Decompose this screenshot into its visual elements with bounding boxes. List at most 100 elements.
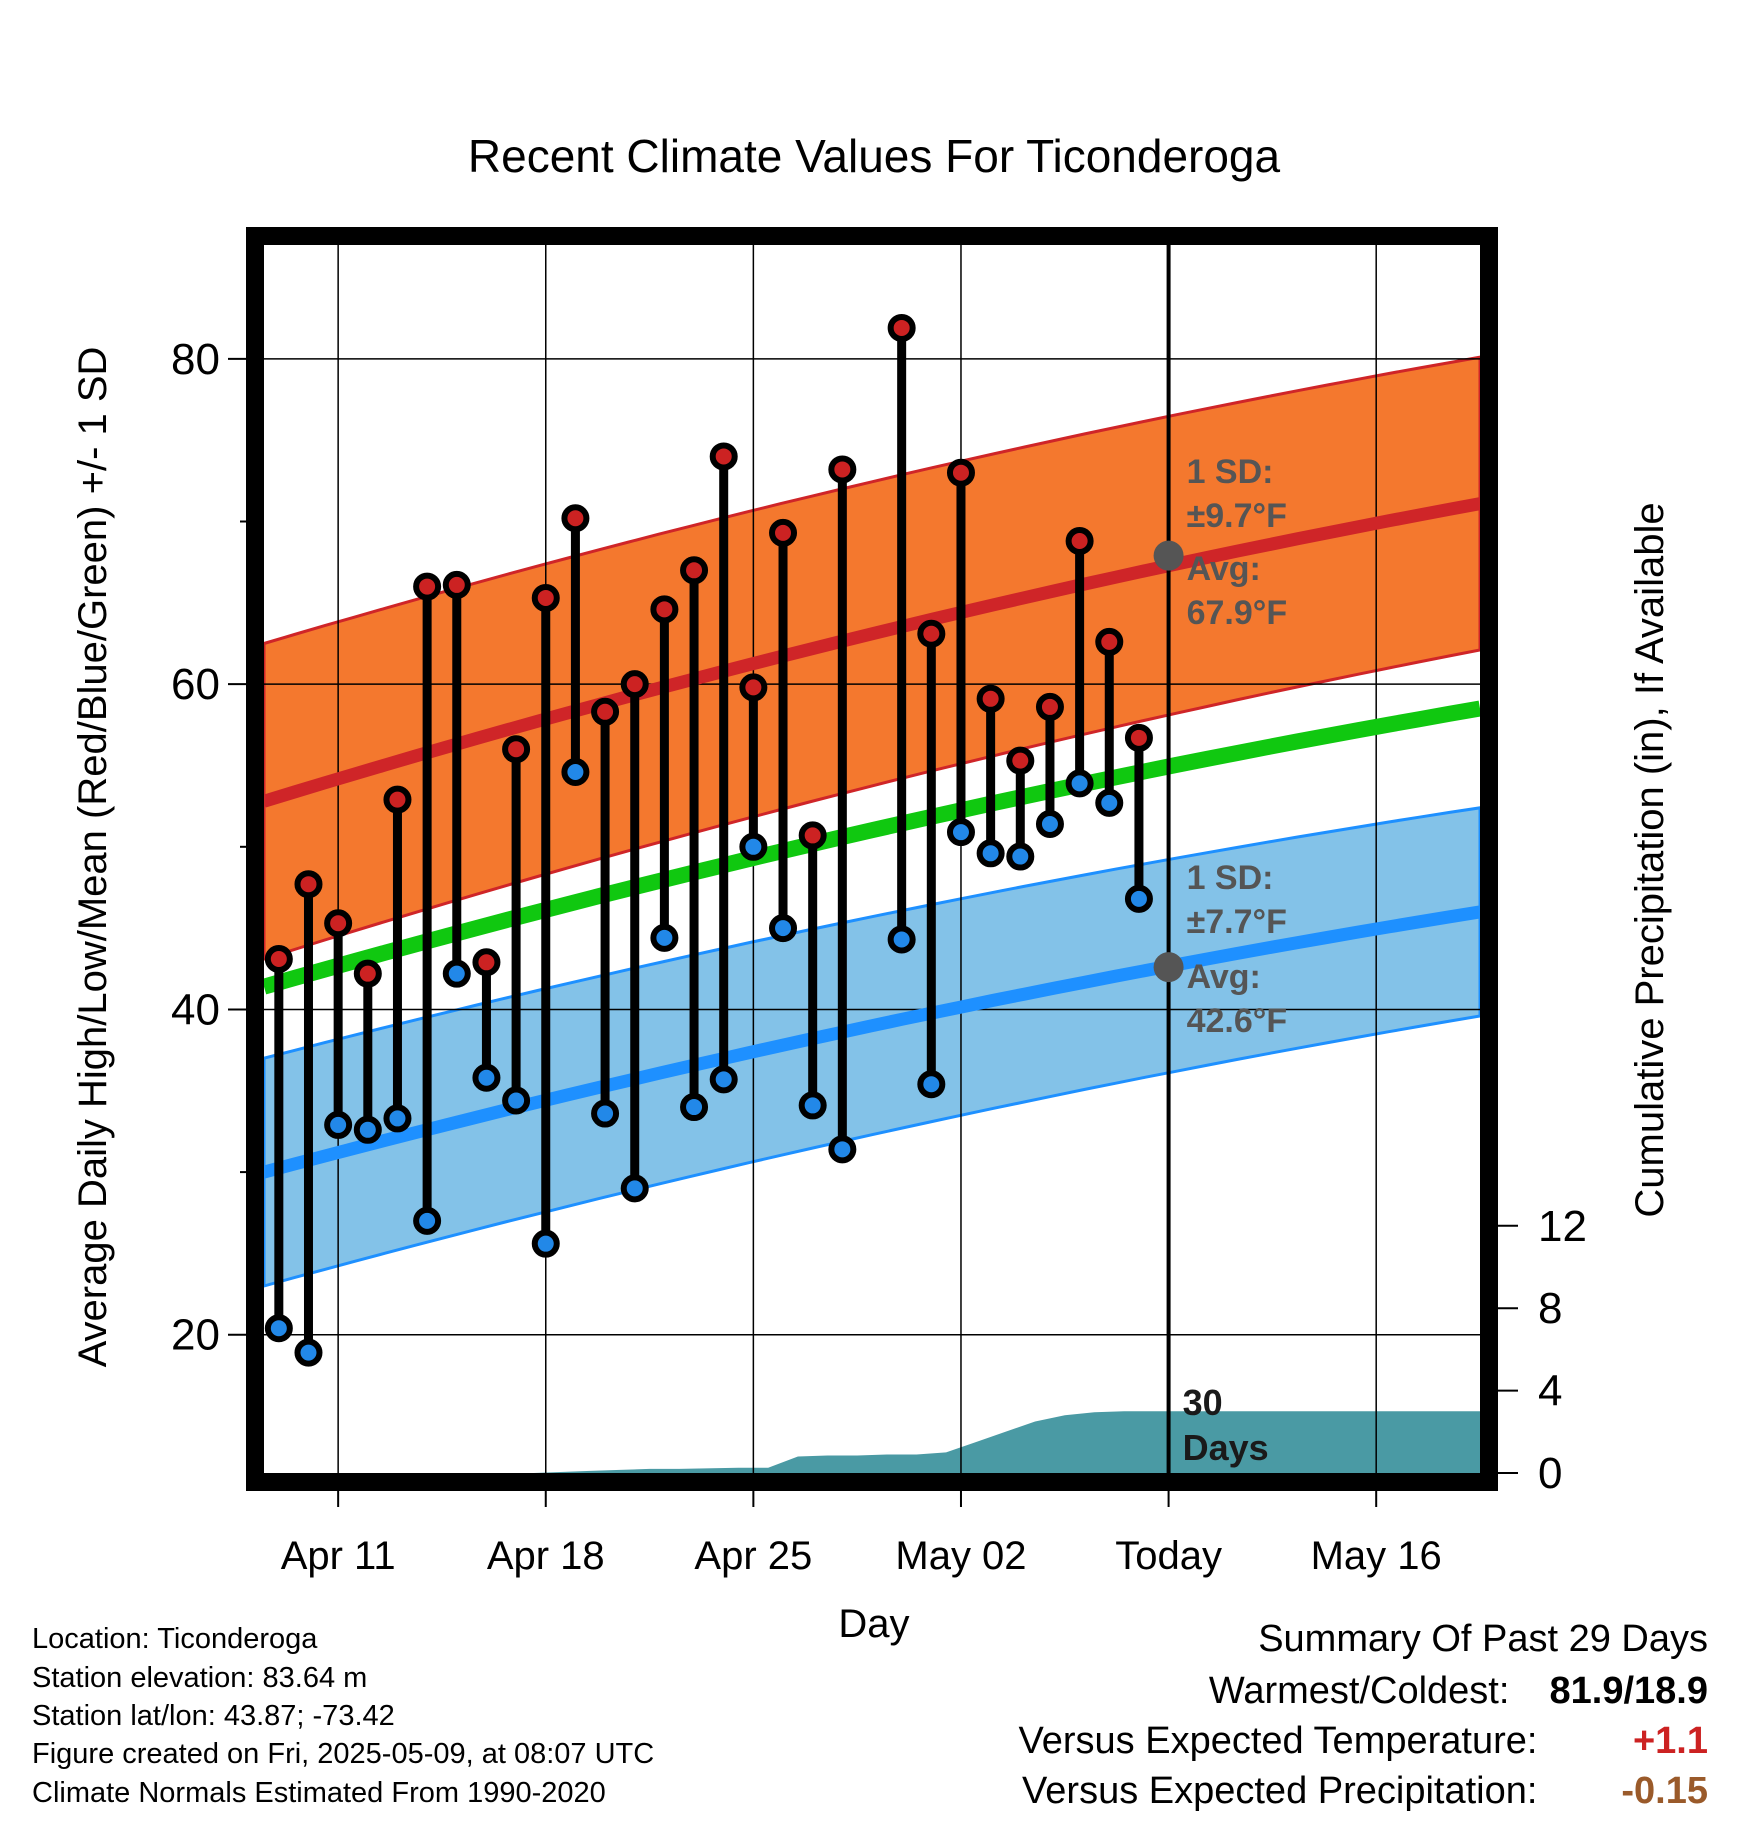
low-sd-annotation: ±7.7°F: [1187, 903, 1287, 941]
today-days-annotation: Days: [1183, 1427, 1269, 1468]
low-sd-band: [264, 806, 1480, 1288]
obs-high-dot: [561, 504, 590, 533]
obs-low-dot: [413, 1206, 442, 1235]
y2-tick-label: 12: [1538, 1202, 1587, 1251]
y-axis-label: Average Daily High/Low/Mean (Red/Blue/Gr…: [71, 347, 115, 1368]
precip-area: [264, 1411, 1480, 1473]
x-tick-label: Apr 18: [487, 1534, 605, 1578]
obs-high-dot: [531, 583, 560, 612]
obs-low-dot: [887, 925, 916, 954]
x-tick-label: May 02: [895, 1534, 1026, 1578]
summary-temp-value: +1.1: [1632, 1720, 1708, 1762]
y-tick-label: 80: [171, 335, 220, 384]
y2-tick-label: 8: [1538, 1284, 1562, 1333]
obs-low-dot: [1124, 884, 1153, 913]
summary-title: Summary Of Past 29 Days: [1258, 1618, 1708, 1660]
today-high-avg-marker: [1153, 540, 1184, 571]
obs-low-dot: [1006, 842, 1035, 871]
footer-elevation: Station elevation: 83.64 m: [32, 1662, 368, 1694]
obs-high-dot: [709, 442, 738, 471]
y-tick-label: 60: [171, 660, 220, 709]
obs-high-dot: [946, 458, 975, 487]
obs-low-dot: [383, 1104, 412, 1133]
obs-high-dot: [680, 556, 709, 585]
today-low-avg-marker: [1153, 952, 1184, 983]
plot-frame: [246, 227, 1498, 1491]
x-tick-label: Apr 11: [281, 1534, 396, 1578]
summary-warm-cold-value: 81.9/18.9: [1549, 1670, 1708, 1712]
today-days-annotation: 30: [1183, 1382, 1223, 1423]
x-tick-label: May 16: [1311, 1534, 1442, 1578]
obs-high-dot: [769, 518, 798, 547]
summary-temp-label: Versus Expected Temperature:: [1018, 1720, 1538, 1762]
obs-low-dot: [946, 818, 975, 847]
obs-low-dot: [502, 1086, 531, 1115]
obs-high-dot: [620, 670, 649, 699]
low-avg-annotation: Avg:: [1187, 958, 1261, 996]
obs-high-dot: [887, 313, 916, 342]
obs-high-dot: [383, 785, 412, 814]
footer-normals: Climate Normals Estimated From 1990-2020: [32, 1777, 606, 1809]
y-tick-label: 20: [171, 1311, 220, 1360]
obs-high-dot: [413, 572, 442, 601]
low-sd-annotation: 1 SD:: [1187, 859, 1274, 897]
footer-location: Location: Ticonderoga: [32, 1623, 318, 1655]
y2-axis-label: Cumulative Precipitation (in), If Availa…: [1628, 502, 1672, 1217]
obs-high-dot: [264, 945, 293, 974]
obs-high-dot: [917, 619, 946, 648]
obs-high-dot: [1095, 627, 1124, 656]
obs-low-dot: [620, 1174, 649, 1203]
obs-high-dot: [650, 595, 679, 624]
summary-warm-cold: Warmest/Coldest: 81.9/18.9: [1209, 1672, 1708, 1710]
obs-low-dot: [294, 1338, 323, 1367]
obs-high-dot: [472, 948, 501, 977]
high-avg-annotation: 67.9°F: [1187, 594, 1288, 632]
obs-high-dot: [442, 570, 471, 599]
normal-high-line: [264, 497, 1480, 808]
obs-low-dot: [561, 757, 590, 786]
obs-low-dot: [324, 1110, 353, 1139]
obs-high-dot: [828, 455, 857, 484]
obs-high-dot: [502, 735, 531, 764]
obs-low-dot: [769, 914, 798, 943]
footer-created: Figure created on Fri, 2025-05-09, at 08…: [32, 1738, 655, 1770]
obs-low-dot: [531, 1229, 560, 1258]
obs-low-dot: [828, 1135, 857, 1164]
x-tick-label: Today: [1115, 1534, 1222, 1578]
obs-high-dot: [294, 870, 323, 899]
obs-low-dot: [650, 923, 679, 952]
obs-low-dot: [264, 1314, 293, 1343]
high-sd-annotation: 1 SD:: [1187, 453, 1274, 491]
y-tick-label: 40: [171, 985, 220, 1034]
obs-low-dot: [709, 1065, 738, 1094]
obs-high-dot: [353, 959, 382, 988]
obs-low-dot: [1095, 788, 1124, 817]
obs-high-dot: [1124, 723, 1153, 752]
summary-temp: Versus Expected Temperature: +1.1: [1019, 1722, 1708, 1760]
summary-precip: Versus Expected Precipitation: -0.15: [1022, 1772, 1708, 1810]
obs-low-dot: [591, 1099, 620, 1128]
obs-high-dot: [591, 697, 620, 726]
high-sd-band: [264, 355, 1480, 961]
x-axis-label: Day: [838, 1602, 909, 1646]
y2-tick-label: 0: [1538, 1449, 1562, 1498]
summary-warm-cold-label: Warmest/Coldest:: [1208, 1670, 1510, 1712]
y2-tick-label: 4: [1538, 1367, 1562, 1416]
normal-mean-line: [264, 700, 1480, 995]
obs-low-dot: [917, 1070, 946, 1099]
obs-low-dot: [442, 959, 471, 988]
x-tick-label: Apr 25: [694, 1534, 812, 1578]
obs-high-dot: [1035, 692, 1064, 721]
obs-low-dot: [1035, 810, 1064, 839]
high-avg-annotation: Avg:: [1187, 550, 1261, 588]
obs-low-dot: [976, 839, 1005, 868]
obs-high-dot: [798, 821, 827, 850]
chart-title: Recent Climate Values For Ticonderoga: [468, 130, 1281, 182]
obs-low-dot: [798, 1091, 827, 1120]
obs-low-dot: [739, 832, 768, 861]
plot-area: [264, 245, 1480, 1473]
obs-low-dot: [472, 1063, 501, 1092]
obs-low-dot: [353, 1115, 382, 1144]
low-avg-annotation: 42.6°F: [1187, 1002, 1288, 1040]
high-sd-annotation: ±9.7°F: [1187, 497, 1287, 535]
